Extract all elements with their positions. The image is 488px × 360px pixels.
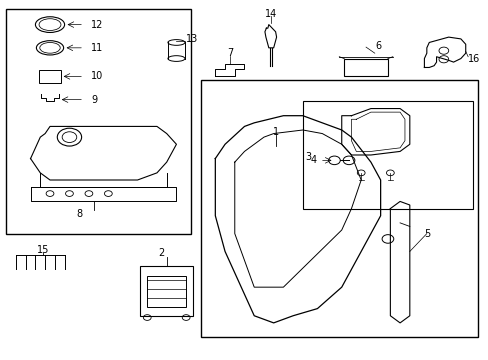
Text: 11: 11 bbox=[91, 43, 103, 53]
Bar bbox=[147, 276, 186, 307]
Text: 13: 13 bbox=[186, 34, 198, 44]
Text: 5: 5 bbox=[423, 229, 429, 239]
Text: 12: 12 bbox=[91, 19, 103, 30]
Text: 15: 15 bbox=[37, 245, 49, 255]
Text: 2: 2 bbox=[159, 248, 164, 258]
Bar bbox=[201, 80, 477, 337]
Text: 8: 8 bbox=[77, 209, 82, 219]
Text: 7: 7 bbox=[226, 48, 233, 58]
Text: 3: 3 bbox=[305, 152, 311, 162]
Text: 10: 10 bbox=[91, 71, 103, 81]
Bar bbox=[344, 59, 387, 76]
Text: 1: 1 bbox=[272, 127, 279, 137]
Text: 6: 6 bbox=[375, 41, 381, 51]
Bar bbox=[140, 266, 193, 316]
Bar bbox=[6, 9, 191, 234]
Text: 16: 16 bbox=[467, 54, 479, 64]
Text: 9: 9 bbox=[91, 95, 97, 105]
Text: 14: 14 bbox=[264, 9, 277, 19]
Text: 4: 4 bbox=[310, 156, 316, 165]
Bar bbox=[302, 102, 472, 208]
Bar bbox=[39, 70, 61, 83]
